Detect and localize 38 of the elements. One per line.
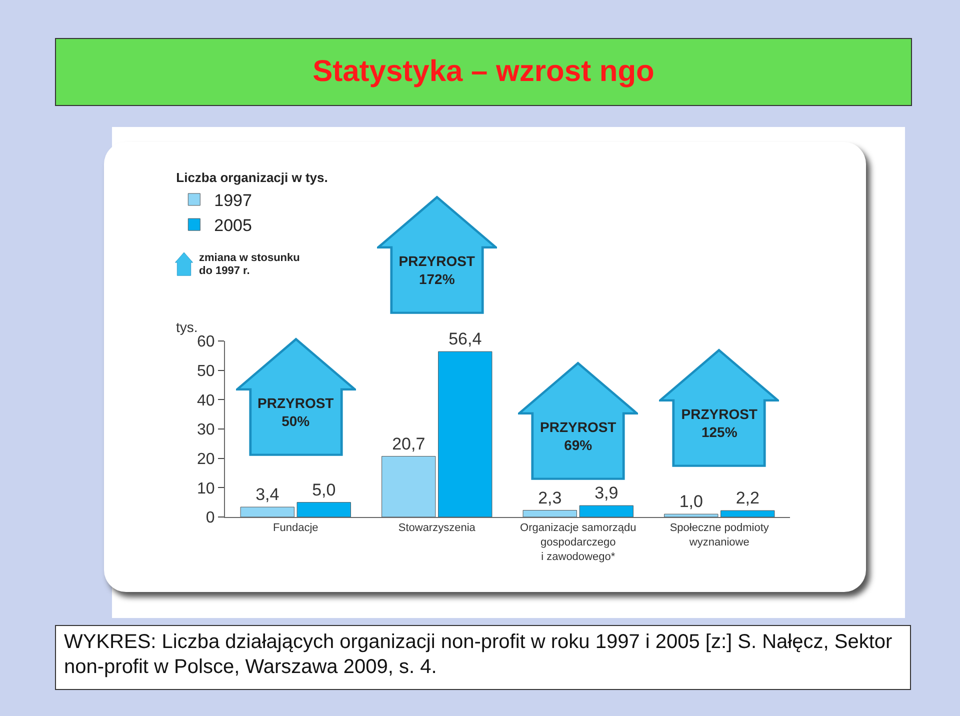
text: WYKRES: Liczba działających organizacji non-profit w roku 1997 i 2005 [z:] S. Nałęcz, Sektor non-profit w Polsce, Warszawa 2009, s. 4. [55,625,911,690]
annotation: PRZYROST 125% [680,405,758,441]
bar [579,505,634,517]
data-label: 2,3 [538,488,562,508]
bar [522,510,577,517]
bar [240,506,294,517]
annotation: PRZYROST 69% [539,418,618,454]
legend-title: Liczba organizacji w tys. [176,170,328,185]
text: PRZYROST 172% [398,252,476,288]
x-tick-label: Stowarzyszenia [398,522,476,534]
y-tick-label: 40 [197,392,215,410]
data-label: 56,4 [448,330,482,349]
data-label: 3,9 [594,484,618,503]
bar [382,456,436,517]
data-label: 2,2 [736,488,760,508]
y-tick-label: 30 [197,422,215,439]
y-tick-label: 0 [206,510,215,527]
x-tick-label: Fundacje [272,522,318,534]
bar [438,351,492,517]
bar [296,502,351,517]
x-tick-label: Społeczne podmioty wyznaniowe [670,522,770,548]
y-tick-label: 20 [197,450,215,468]
data-label: 3,4 [256,485,280,504]
bar [720,510,775,517]
annotation: PRZYROST 50% [256,394,335,430]
y-tick-label: 60 [197,334,215,351]
data-label: 1,0 [679,492,703,512]
bar [664,514,718,517]
y-tick-label: 50 [197,362,215,380]
y-axis-title: tys. [176,319,198,335]
text: zmiana w stosunku do 1997 r. [199,252,300,278]
legend-label: 1997 [214,191,252,210]
y-tick-label: 10 [197,480,215,498]
legend-label: 2005 [214,216,252,236]
data-label: 5,0 [312,480,336,500]
chart-title: Statystyka – wzrost ngo [55,38,912,106]
x-tick-label: Organizacje samorządu gospodarczego i zawodowego* [520,522,636,563]
data-label: 20,7 [392,434,426,454]
